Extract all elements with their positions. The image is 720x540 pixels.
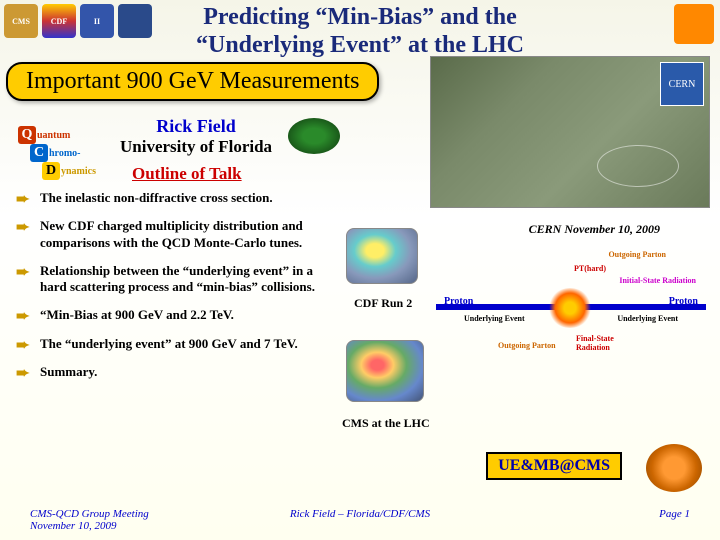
author-name: Rick Field xyxy=(120,116,272,137)
pt-label: PT(hard) xyxy=(574,264,606,273)
bullet-item: “Min-Bias at 900 GeV and 2.2 TeV. xyxy=(16,307,336,323)
footer-left: CMS-QCD Group Meeting November 10, 2009 xyxy=(0,508,250,532)
out-parton-1: Outgoing Parton xyxy=(608,250,666,259)
fsr-label: Final-State Radiation xyxy=(576,334,626,352)
ue-mb-badge: UE&MB@CMS xyxy=(486,452,622,480)
cdf-label: CDF Run 2 xyxy=(354,296,412,311)
qcd-q: uantum xyxy=(37,130,70,141)
out-parton-2: Outgoing Parton xyxy=(498,341,556,350)
collision-diagram: Proton Proton PT(hard) Outgoing Parton O… xyxy=(436,248,706,364)
cdf-logo-icon: CDF xyxy=(42,4,76,38)
extra-logo-icon xyxy=(118,4,152,38)
outline-header: Outline of Talk xyxy=(132,164,242,184)
bullet-item: Relationship between the “underlying eve… xyxy=(16,263,336,296)
qcd-d: ynamics xyxy=(61,166,96,177)
qcd-c: hromo- xyxy=(49,148,80,159)
bullet-item: New CDF charged multiplicity distributio… xyxy=(16,218,336,251)
author-block: Rick Field University of Florida xyxy=(120,116,272,157)
gator-mascot-icon xyxy=(288,118,340,154)
footer-date: November 10, 2009 xyxy=(30,520,250,532)
uf-logo-icon xyxy=(674,4,714,44)
shield-logo-icon: II xyxy=(80,4,114,38)
isr-label: Initial-State Radiation xyxy=(619,276,696,285)
top-left-logos: CMS CDF II xyxy=(4,4,152,38)
footer-meeting: CMS-QCD Group Meeting xyxy=(30,508,250,520)
outline-bullets: The inelastic non-diffractive cross sect… xyxy=(16,190,336,392)
slide-footer: CMS-QCD Group Meeting November 10, 2009 … xyxy=(0,508,720,532)
collision-burst-icon xyxy=(548,288,592,328)
highlight-banner: Important 900 GeV Measurements xyxy=(6,62,379,101)
proton-right-label: Proton xyxy=(669,296,698,307)
bullet-item: The inelastic non-diffractive cross sect… xyxy=(16,190,336,206)
ue-label-2: Underlying Event xyxy=(617,314,678,323)
tiger-mascot-icon xyxy=(646,444,702,492)
bullet-item: Summary. xyxy=(16,364,336,380)
cms-detector-icon xyxy=(346,340,424,402)
footer-center: Rick Field – Florida/CDF/CMS xyxy=(250,508,470,532)
cern-logo-icon: CERN xyxy=(660,62,704,106)
proton-left-label: Proton xyxy=(444,296,473,307)
qcd-logo: Quantum Chromo- Dynamics xyxy=(18,126,96,180)
cms-logo-icon: CMS xyxy=(4,4,38,38)
bullet-item: The “underlying event” at 900 GeV and 7 … xyxy=(16,336,336,352)
footer-right: Page 1 xyxy=(470,508,720,532)
cms-label: CMS at the LHC xyxy=(342,416,430,431)
cdf-detector-icon xyxy=(346,228,418,284)
ue-label-1: Underlying Event xyxy=(464,314,525,323)
cern-date-label: CERN November 10, 2009 xyxy=(529,222,660,237)
author-institution: University of Florida xyxy=(120,137,272,157)
